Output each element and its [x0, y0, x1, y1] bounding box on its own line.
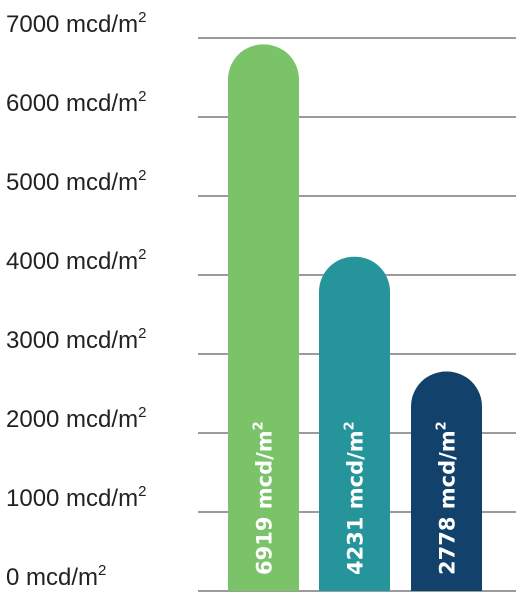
y-tick-label-4000: 4000 mcd/m2 [6, 246, 146, 275]
y-tick-label-7000: 7000 mcd/m2 [6, 9, 146, 38]
y-tick-label-3000: 3000 mcd/m2 [6, 325, 146, 354]
y-tick-label-1000: 1000 mcd/m2 [6, 483, 146, 512]
bar-value-label-1: 6919 mcd/m2 [252, 421, 277, 575]
bar-1 [228, 44, 299, 592]
y-tick-label-2000: 2000 mcd/m2 [6, 404, 146, 433]
y-tick-label-6000: 6000 mcd/m2 [6, 88, 146, 117]
bars [228, 44, 482, 592]
bar-value-label-2: 4231 mcd/m2 [343, 421, 368, 575]
bar-data-labels: 6919 mcd/m2 4231 mcd/m2 2778 mcd/m2 [252, 421, 460, 575]
y-tick-label-0: 0 mcd/m2 [6, 562, 106, 591]
y-tick-label-5000: 5000 mcd/m2 [6, 167, 146, 196]
bar-3 [411, 371, 482, 591]
y-axis-tick-labels: 0 mcd/m2 1000 mcd/m2 2000 mcd/m2 3000 mcd/m… [6, 9, 146, 591]
bar-2 [319, 256, 390, 591]
bar-value-label-3: 2778 mcd/m2 [435, 421, 460, 575]
